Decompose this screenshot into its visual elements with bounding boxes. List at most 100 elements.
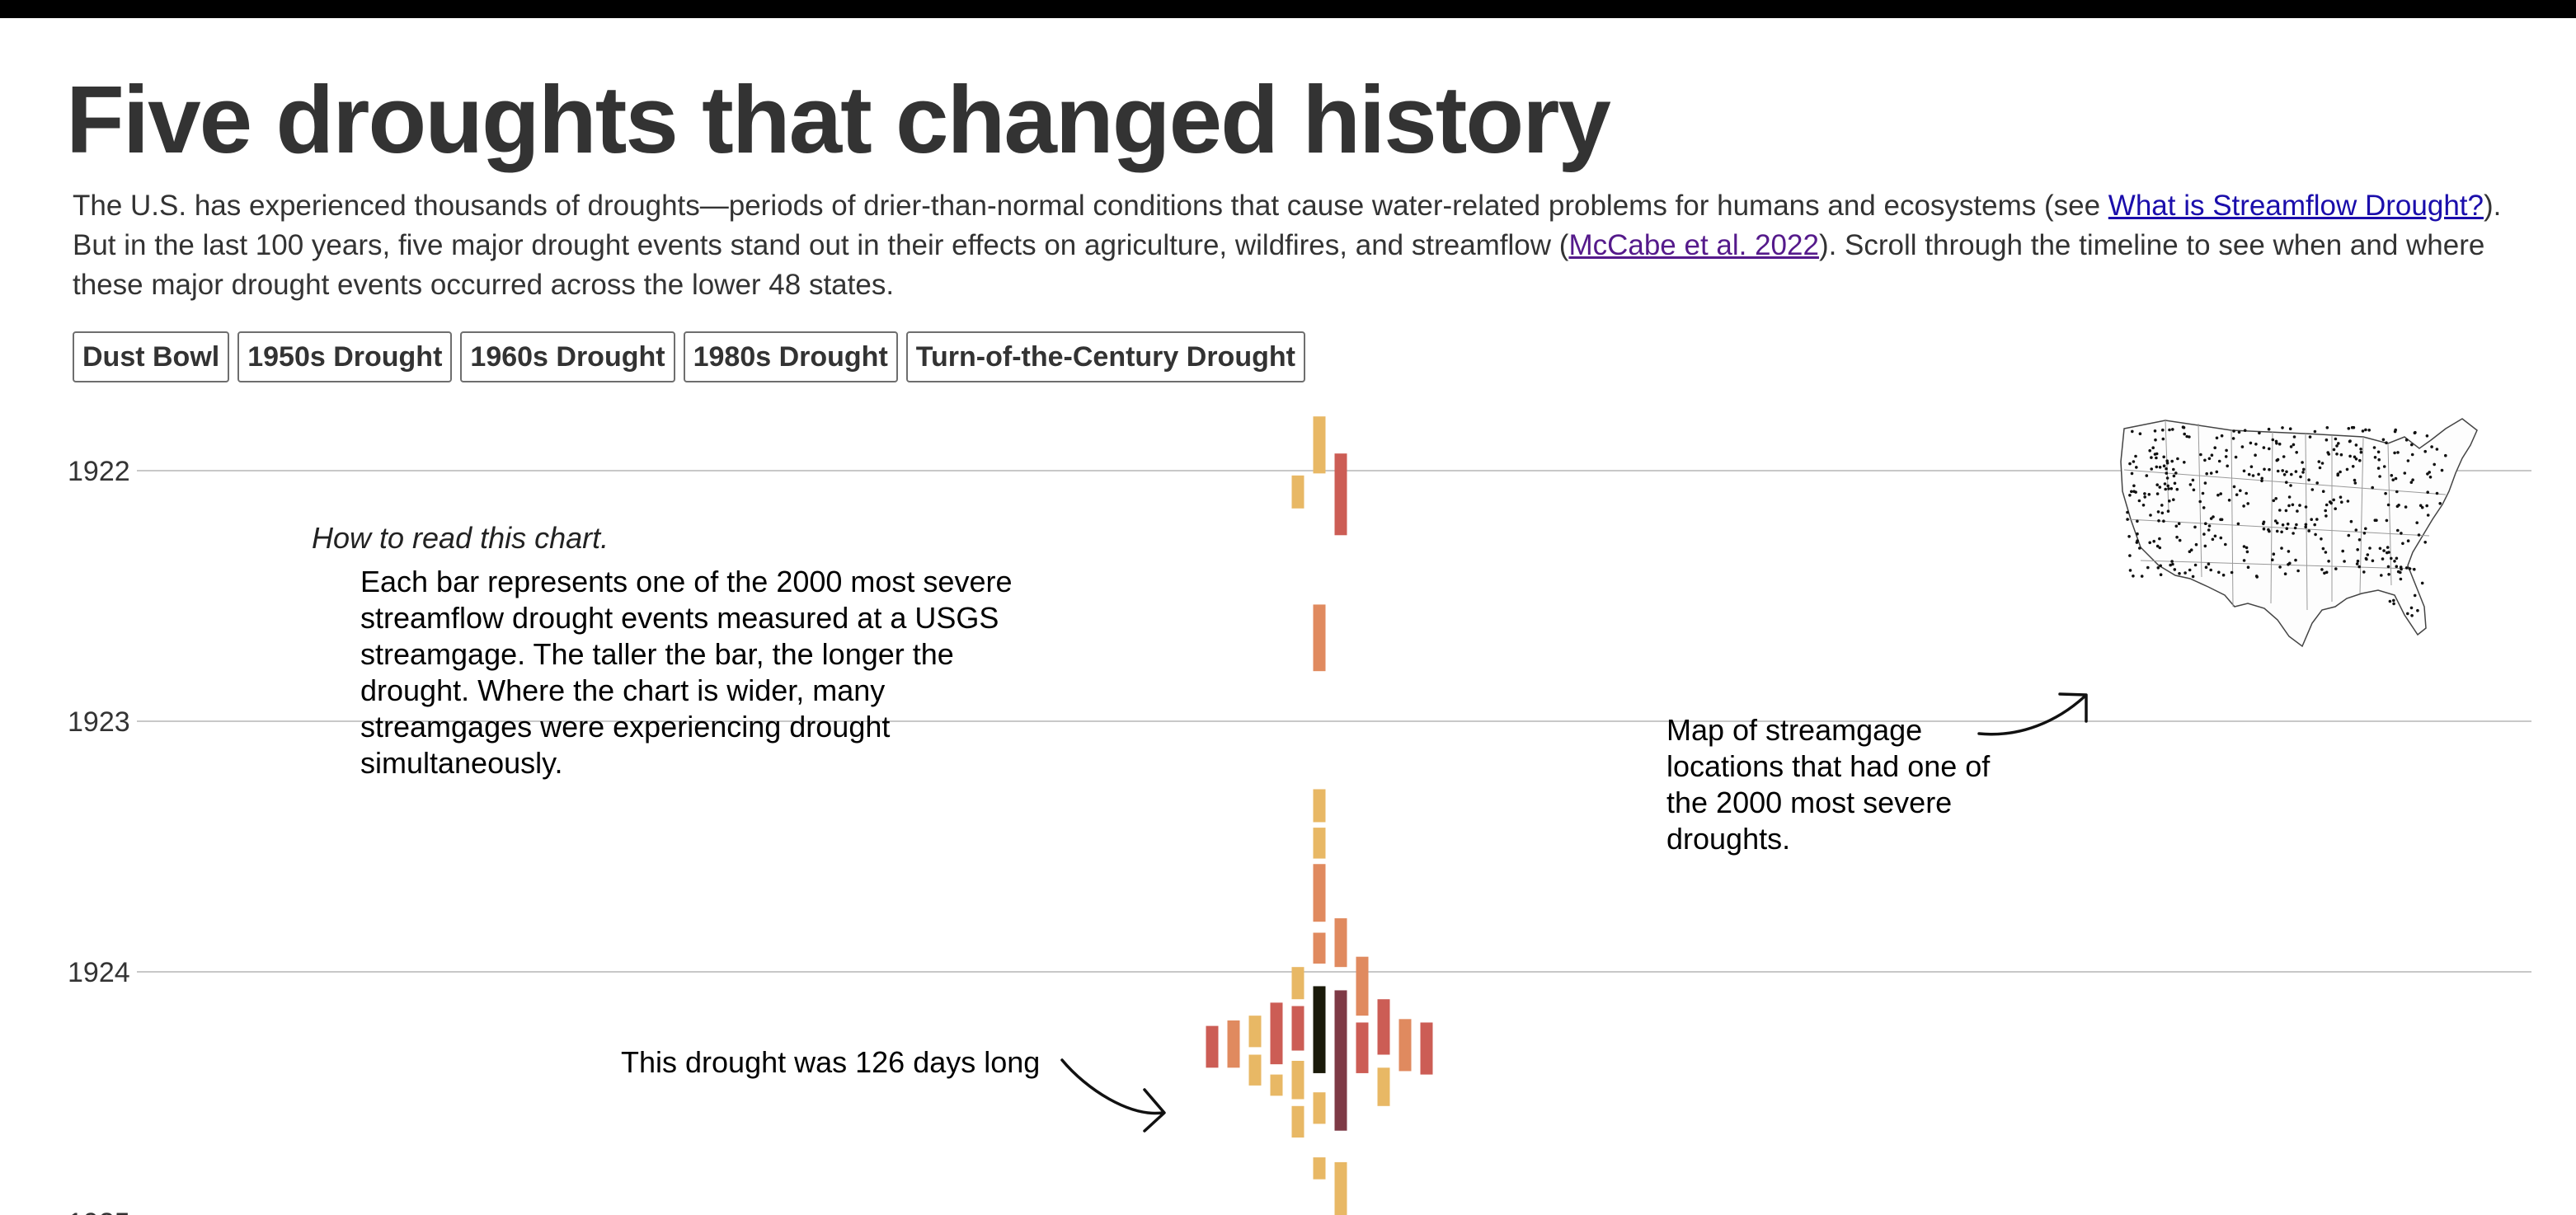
streamgage-dot [2356,548,2359,551]
streamgage-dot [2278,509,2282,512]
drought-event-bar[interactable] [1248,1054,1262,1086]
drought-event-bar[interactable] [1377,1067,1390,1106]
drought-event-bar[interactable] [1334,990,1347,1131]
drought-event-bar[interactable] [1291,1105,1304,1138]
streamgage-dot [2420,581,2424,585]
streamgage-dot [2304,523,2308,527]
drought-event-bar[interactable] [1377,999,1390,1055]
streamgage-dot [2320,537,2323,541]
drought-event-bar[interactable] [1334,918,1347,968]
streamgage-dot [2275,442,2278,445]
streamgage-dot [2150,467,2153,471]
streamgage-dot [2245,491,2248,495]
streamgage-dot [2213,534,2217,538]
drought-event-bar[interactable] [1313,932,1326,964]
drought-event-bar[interactable] [1356,956,1369,1016]
highlighted-drought-bar[interactable] [1313,986,1326,1073]
streamgage-dot [2444,453,2447,457]
streamgage-dot [2409,606,2414,610]
streamgage-dot [2393,560,2396,563]
streamgage-dot [2415,521,2419,524]
streamgage-dot [2350,425,2354,429]
streamgage-dot [2283,572,2287,575]
streamgage-dot [2433,462,2436,467]
streamgage-dot [2357,538,2362,542]
streamgage-dot [2367,429,2371,432]
streamgage-dot [2143,495,2146,499]
streamgage-dot [2247,472,2251,476]
streamgage-dot [2353,478,2357,482]
streamgage-dot [2131,429,2134,434]
streamgage-dot [2128,462,2132,466]
streamgage-dot [2281,523,2285,527]
streamgage-dot [2324,509,2327,513]
streamgage-dot [2294,558,2297,562]
streamgage-dot [2386,565,2390,569]
drought-event-bar[interactable] [1270,1074,1283,1096]
drought-timeline-chart[interactable]: 1922 1923 1924 1925 [0,396,2576,1215]
drought-event-bar[interactable] [1334,453,1347,536]
drought-event-bar[interactable] [1291,967,1304,1000]
streamgage-dot [2148,541,2151,545]
streamgage-dot [2231,437,2235,440]
drought-event-bar[interactable] [1291,1060,1304,1100]
streamflow-drought-link[interactable]: What is Streamflow Drought? [2108,190,2484,222]
map-annotation: Map of streamgage locations that had one… [1666,713,1991,856]
streamgage-dot [2158,537,2161,541]
streamgage-dot [2395,504,2400,509]
1980s-drought-button[interactable]: 1980s Drought [683,331,898,382]
streamgage-dot [2191,478,2195,482]
1950s-drought-button[interactable]: 1950s Drought [237,331,453,382]
streamgage-dot [2280,530,2283,534]
drought-event-bar[interactable] [1270,1002,1283,1065]
drought-event-bar[interactable] [1313,864,1326,922]
streamgage-dot [2204,565,2208,569]
streamgage-dot [2384,491,2387,495]
streamgage-dot [2158,466,2162,469]
1960s-drought-button[interactable]: 1960s Drought [460,331,675,382]
streamgage-dot [2138,547,2141,550]
intro-text-1: The U.S. has experienced thousands of dr… [73,190,2108,222]
streamgage-dot [2272,552,2276,556]
streamgage-dot [2302,467,2306,471]
streamgage-dot [2287,495,2292,499]
streamgage-dot [2301,461,2304,464]
drought-event-bar[interactable] [1291,1006,1304,1051]
streamgage-dot [2362,570,2366,574]
drought-event-bar[interactable] [1313,789,1326,823]
streamgage-dot [2211,537,2215,542]
mccabe-link[interactable]: McCabe et al. 2022 [1568,229,1819,261]
streamgage-dot [2167,487,2170,490]
streamgage-dot [2413,593,2417,598]
streamgage-dot [2307,529,2310,532]
streamgage-dot [2254,443,2258,446]
drought-event-bar[interactable] [1206,1025,1219,1068]
drought-event-bar[interactable] [1398,1019,1412,1072]
streamgage-dot [2401,542,2404,546]
drought-event-bar[interactable] [1356,1022,1369,1073]
streamgage-dot [2165,476,2169,480]
drought-event-bar[interactable] [1313,604,1326,672]
streamgage-dot [2249,465,2254,468]
streamgage-dot [2136,519,2139,523]
streamgage-dot [2381,438,2386,442]
streamgage-dot [2353,455,2357,459]
streamgage-dot [2219,518,2222,522]
drought-event-bar[interactable] [1313,1092,1326,1124]
dust-bowl-button[interactable]: Dust Bowl [73,331,230,382]
drought-event-bar[interactable] [1248,1016,1262,1048]
streamgage-dot [2410,443,2414,447]
drought-event-bar[interactable] [1313,416,1326,474]
drought-event-bar[interactable] [1313,828,1326,859]
drought-event-bar[interactable] [1313,1157,1326,1180]
streamgage-dot [2267,528,2270,532]
streamgage-dot [2165,461,2169,465]
drought-event-bar[interactable] [1227,1020,1240,1068]
turn-of-century-drought-button[interactable]: Turn-of-the-Century Drought [905,331,1305,382]
streamgage-dot [2332,498,2335,502]
streamgage-dot [2386,551,2389,555]
streamgage-dot [2404,439,2409,442]
drought-event-bar[interactable] [1420,1022,1433,1075]
drought-event-bar[interactable] [1334,1161,1347,1215]
drought-event-bar[interactable] [1291,475,1304,509]
